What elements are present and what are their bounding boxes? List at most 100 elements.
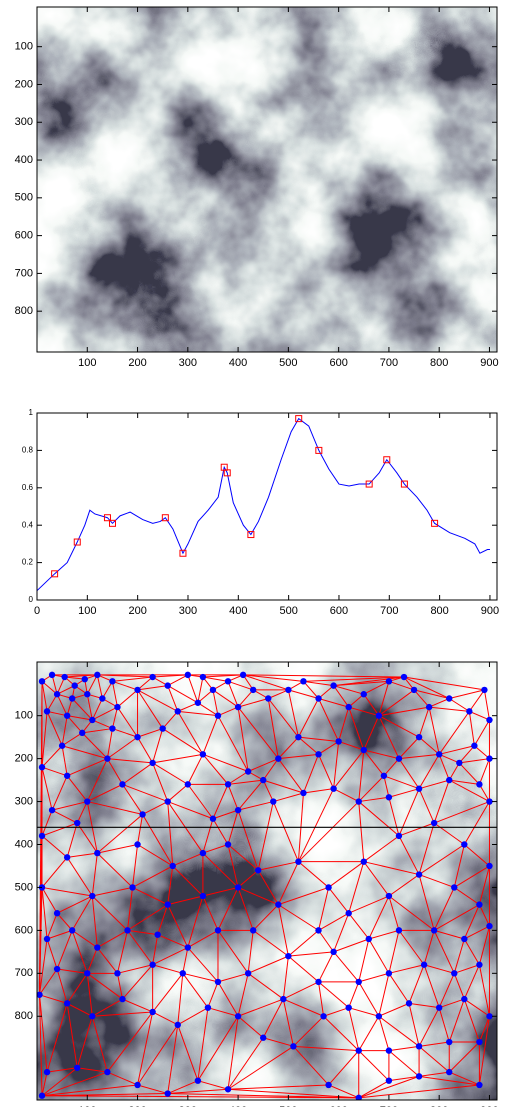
- mesh-edge: [132, 844, 139, 888]
- mesh-edge: [227, 844, 259, 871]
- mesh-edge: [61, 732, 83, 747]
- mesh-point: [395, 927, 403, 934]
- mesh-point: [486, 922, 493, 930]
- mesh-edge: [197, 1007, 209, 1081]
- mesh-point: [119, 781, 126, 788]
- mesh-point: [134, 686, 141, 694]
- mesh-edge: [449, 1071, 480, 1086]
- mesh-edge: [172, 865, 204, 897]
- x-tick-label: 0: [34, 605, 40, 617]
- y-tick-label: 100: [15, 710, 33, 722]
- mesh-edge: [363, 861, 420, 876]
- x-tick-label: 500: [279, 357, 297, 369]
- mesh-edge: [56, 930, 73, 970]
- mesh-point: [249, 686, 257, 694]
- mesh-edge: [398, 930, 425, 966]
- mesh-point: [315, 751, 322, 758]
- mesh-point: [63, 712, 71, 719]
- y-tick-label: 0.4: [22, 520, 34, 529]
- mesh-edge: [282, 998, 294, 1047]
- mesh-edge: [388, 930, 400, 974]
- mesh-point: [234, 703, 242, 711]
- mesh-edge: [126, 887, 134, 931]
- mesh-edge: [368, 938, 390, 974]
- mesh-edge: [453, 973, 465, 1000]
- mesh-edge: [242, 674, 289, 691]
- mesh-edge: [56, 693, 68, 716]
- marker: [431, 519, 439, 527]
- mesh-edge: [41, 887, 48, 940]
- mesh-edge: [227, 680, 254, 691]
- mesh-edge: [388, 895, 435, 931]
- mesh-edge: [71, 895, 93, 931]
- mesh-point: [385, 1047, 393, 1054]
- mesh-edge: [152, 762, 169, 802]
- mesh-edge: [348, 1007, 379, 1017]
- mesh-point: [53, 910, 61, 917]
- x-tick-label: 800: [430, 357, 448, 369]
- mesh-edge: [202, 844, 229, 854]
- mesh-edge: [202, 676, 229, 682]
- mesh-edge: [42, 1095, 359, 1099]
- mesh-edge: [197, 702, 219, 717]
- mesh-point: [380, 772, 388, 779]
- mesh-edge: [318, 887, 330, 931]
- mesh-point: [43, 1068, 51, 1076]
- panel-mesh: 100 200 300 400 500 600 700 800 900 100 200 300 400 5…: [15, 661, 499, 1107]
- mesh-edge: [333, 741, 340, 789]
- mesh-edge: [398, 822, 435, 837]
- mesh-edge: [117, 706, 138, 738]
- mesh-point: [315, 695, 322, 702]
- panel-line: 0 100 200 300 400 500 600 700 800 900 0 0.2 0.4 0.6 0.…: [22, 408, 499, 617]
- mesh-point: [325, 884, 332, 891]
- mesh-edge: [41, 822, 78, 837]
- mesh-edge: [448, 698, 470, 712]
- mesh-point: [214, 978, 222, 986]
- mesh-edge: [378, 973, 390, 1017]
- mesh-edge: [137, 1084, 168, 1095]
- mesh-edge: [167, 1080, 199, 1095]
- mesh-point: [134, 1081, 141, 1089]
- mesh-edge: [358, 1075, 420, 1099]
- mesh-edge: [56, 685, 75, 695]
- y-tick-label: 200: [15, 78, 33, 90]
- mesh-edge: [388, 680, 415, 691]
- mesh-edge: [71, 929, 98, 948]
- mesh-edge: [413, 689, 450, 699]
- mesh-edge: [403, 676, 485, 691]
- mesh-point: [194, 1077, 202, 1084]
- mesh-point: [255, 867, 262, 874]
- mesh-edge: [227, 681, 239, 708]
- mesh-point: [355, 978, 362, 986]
- mesh-point: [164, 682, 171, 689]
- mesh-edge: [212, 818, 229, 845]
- mesh-edge: [423, 964, 455, 974]
- mesh-point: [275, 901, 282, 908]
- mesh-edge: [277, 861, 299, 905]
- mesh-edge: [152, 728, 164, 764]
- x-tick-label: 800: [430, 605, 448, 617]
- mesh-edge: [152, 762, 189, 785]
- mesh-edge: [142, 801, 168, 815]
- mesh-point: [320, 1013, 327, 1020]
- mesh-point: [360, 691, 367, 698]
- mesh-edge: [177, 711, 204, 755]
- mesh-point: [48, 806, 56, 814]
- mesh-edge: [86, 758, 108, 802]
- x-tick-label: 300: [179, 357, 197, 369]
- mesh-edge: [358, 1080, 390, 1099]
- mesh-point: [410, 686, 418, 694]
- mesh-edge: [41, 766, 68, 777]
- mesh-edge: [76, 1016, 93, 1068]
- mesh-point: [68, 927, 76, 934]
- mesh-edge: [418, 822, 435, 875]
- mesh-point: [375, 1013, 383, 1020]
- mesh-edge: [448, 1041, 480, 1073]
- mesh-edge: [464, 925, 490, 940]
- mesh-edge: [106, 758, 123, 785]
- mesh-edge: [478, 784, 490, 802]
- mesh-point: [395, 755, 403, 762]
- mesh-edge: [469, 710, 490, 721]
- mesh-edge: [318, 698, 349, 708]
- mesh-edge: [283, 998, 324, 1017]
